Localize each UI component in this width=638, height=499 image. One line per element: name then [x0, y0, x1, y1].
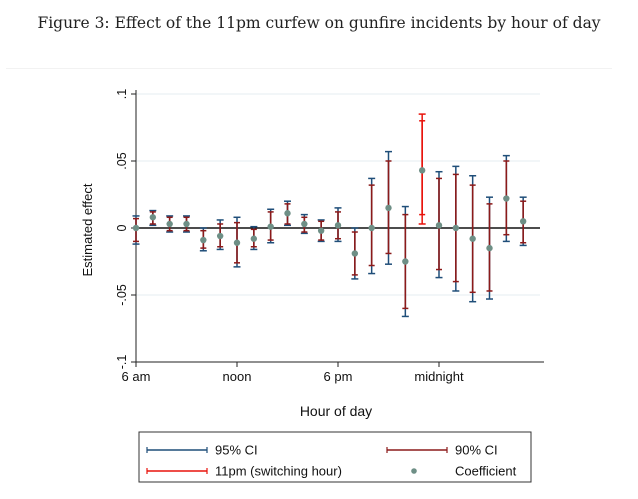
- coefficient-point: [402, 258, 409, 265]
- legend-box: [138, 431, 532, 483]
- legend-label-ci95: 95% CI: [215, 443, 258, 458]
- coefficient-point: [503, 195, 510, 202]
- coefficient-point: [132, 224, 140, 232]
- y-tick-label: .1: [115, 89, 129, 99]
- coefficient-point: [486, 244, 493, 252]
- legend-swatch-coefficient: [411, 468, 417, 474]
- coefficient-point: [469, 235, 476, 242]
- y-tick-label: 0: [115, 224, 129, 231]
- x-tick-label: 6 pm: [324, 369, 353, 384]
- coefficient-point: [519, 218, 527, 225]
- marks: [132, 113, 527, 318]
- coefficient-point: [368, 224, 375, 232]
- coefficient-point: [149, 214, 157, 221]
- coefficient-point: [317, 227, 325, 234]
- coefficient-point: [418, 167, 426, 174]
- coefficient-point: [385, 204, 392, 212]
- coefficient-point: [233, 239, 241, 246]
- y-tick-label: .05: [115, 152, 129, 169]
- coefficient-point: [334, 222, 342, 229]
- coefficient-point: [452, 224, 460, 232]
- x-tick-label: 6 am: [122, 369, 151, 384]
- legend: 95% CI 90% CI 11pm (switching hour) Coeffic…: [138, 431, 532, 483]
- coefficient-point: [250, 235, 258, 242]
- chart-svg: -.1 -.05 0 .05 .1 6 am noon 6 pm midnight Estima…: [80, 89, 544, 483]
- axes: -.1 -.05 0 .05 .1 6 am noon 6 pm midnight: [115, 89, 544, 384]
- coefficient-point: [284, 210, 291, 217]
- coefficient-point: [200, 236, 207, 244]
- figure-caption: Figure 3: Effect of the 11pm curfew on g…: [37, 14, 601, 32]
- coefficient-point: [301, 220, 308, 228]
- coefficient-point: [435, 222, 443, 229]
- legend-label-ci90: 90% CI: [455, 443, 498, 458]
- x-axis-label: Hour of day: [300, 403, 372, 419]
- y-axis-label: Estimated effect: [80, 183, 95, 276]
- coefficient-point: [183, 220, 190, 228]
- coefficient-point: [351, 250, 359, 257]
- legend-label-coef: Coefficient: [455, 464, 517, 479]
- y-tick-label: -.1: [115, 355, 129, 370]
- chart-panel: -.1 -.05 0 .05 .1 6 am noon 6 pm midnight Estima…: [6, 68, 612, 494]
- coefficient-point: [216, 232, 224, 240]
- x-tick-label: midnight: [414, 369, 464, 384]
- legend-label-switch: 11pm (switching hour): [215, 464, 342, 479]
- x-tick-label: noon: [223, 369, 252, 384]
- coefficient-point: [166, 220, 173, 228]
- y-tick-label: -.05: [115, 284, 129, 306]
- coefficient-point: [267, 223, 274, 230]
